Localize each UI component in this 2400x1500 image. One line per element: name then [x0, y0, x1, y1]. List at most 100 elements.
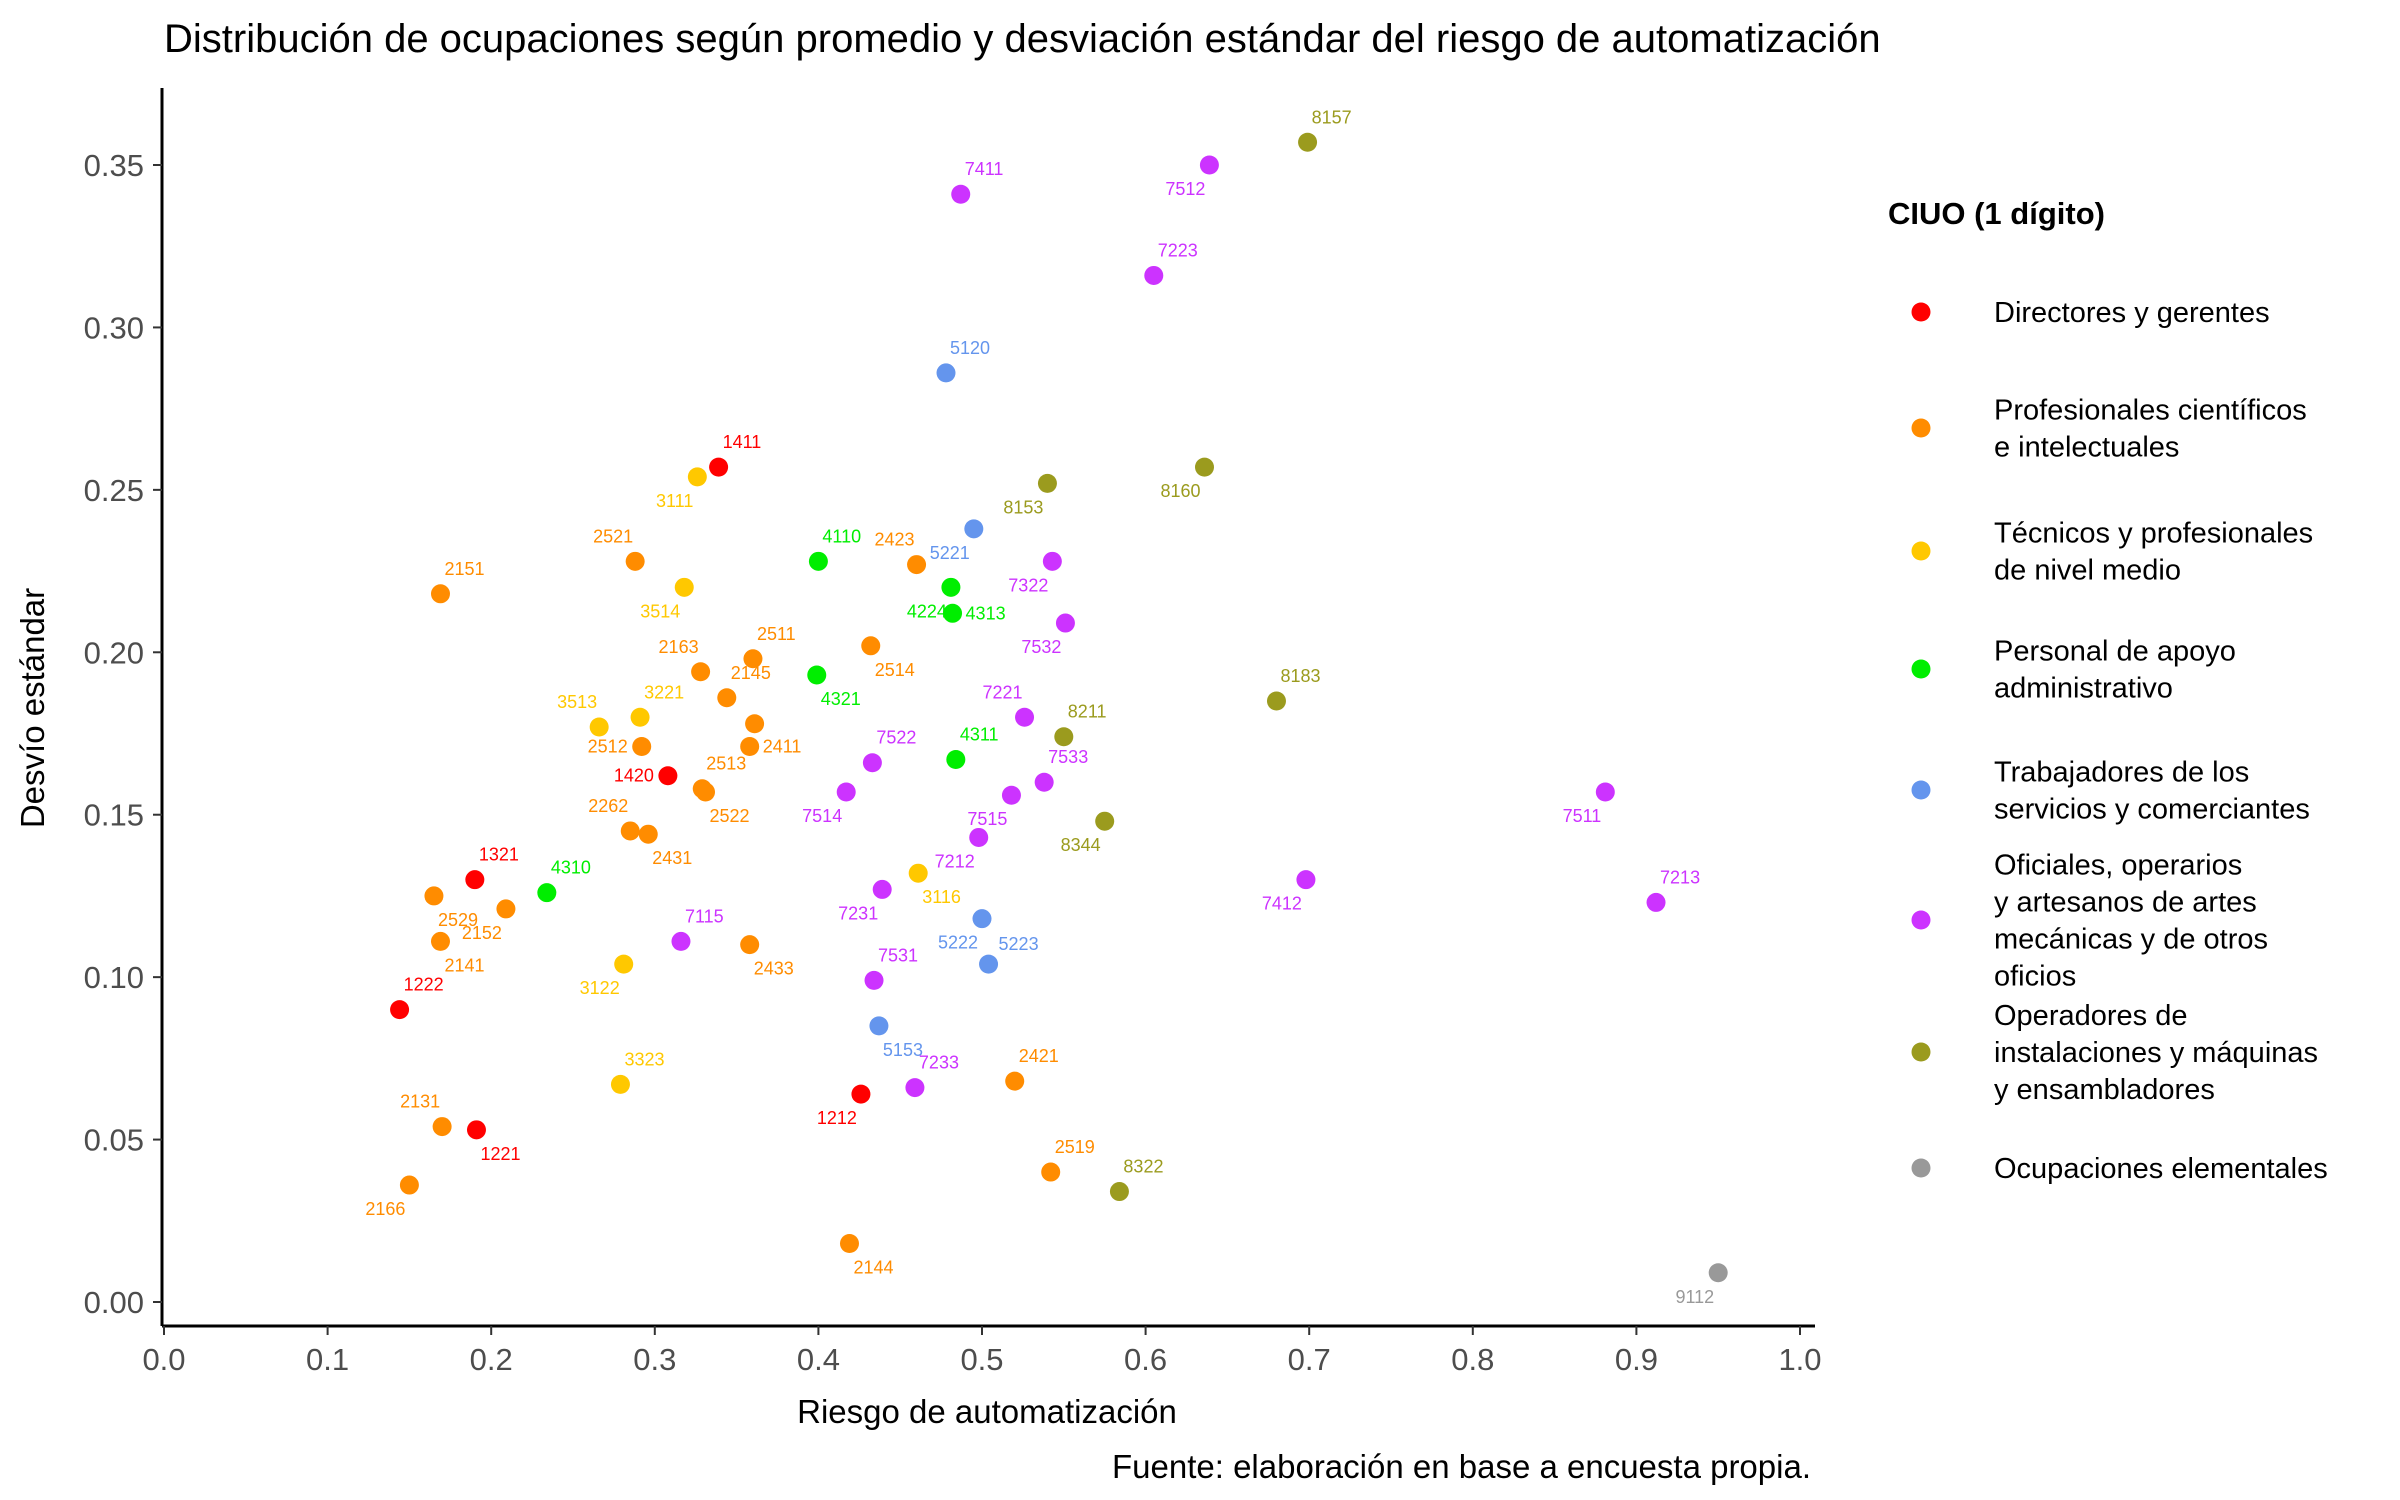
data-point — [696, 782, 716, 802]
point-label: 4310 — [551, 858, 591, 878]
data-point — [972, 909, 992, 929]
x-tick-label: 0.7 — [1288, 1342, 1331, 1377]
point-label: 7531 — [878, 945, 918, 965]
data-point — [674, 577, 694, 597]
data-point — [808, 551, 828, 571]
point-label: 1411 — [723, 432, 762, 452]
data-point — [861, 636, 881, 656]
data-point — [941, 577, 961, 597]
data-point — [630, 707, 650, 727]
point-label: 2131 — [400, 1092, 440, 1112]
point-label: 2521 — [593, 526, 633, 546]
data-point — [658, 766, 678, 786]
point-label: 1420 — [614, 766, 654, 786]
legend-label: Trabajadores de los servicios y comercian… — [1994, 757, 2310, 826]
data-point — [610, 1074, 630, 1094]
data-point — [851, 1084, 871, 1104]
data-point — [743, 649, 763, 669]
axes: 0.0 0.1 0.2 0.3 0.4 0.5 0.6 0.7 0.8 0.9 1.0 0.00 0.0… — [84, 88, 1822, 1377]
x-tick-label: 0.1 — [306, 1342, 349, 1377]
point-label: 3513 — [557, 692, 597, 712]
x-tick-label: 0.3 — [633, 1342, 676, 1377]
data-point — [943, 603, 963, 623]
y-tick-label: 0.35 — [84, 148, 144, 183]
point-label: 7515 — [967, 809, 1007, 829]
legend-key — [1911, 418, 1931, 438]
x-tick-label: 0.9 — [1615, 1342, 1658, 1377]
data-point — [908, 863, 928, 883]
point-label: 7223 — [1158, 240, 1198, 260]
legend-key — [1911, 659, 1931, 679]
point-label: 2511 — [757, 624, 796, 644]
data-point — [1015, 707, 1035, 727]
data-point — [620, 821, 640, 841]
legend-key — [1911, 910, 1931, 930]
y-tick-label: 0.10 — [84, 960, 144, 995]
x-tick-label: 0.0 — [142, 1342, 185, 1377]
point-label: 7412 — [1262, 894, 1302, 914]
point-label: 1321 — [479, 845, 519, 865]
legend-key — [1911, 302, 1931, 322]
legend-label: Oficiales, operarios y artesanos de artes… — [1994, 850, 2268, 993]
point-label: 7213 — [1660, 867, 1700, 887]
data-point — [946, 749, 966, 769]
data-point — [1296, 870, 1316, 890]
point-label: 7212 — [935, 851, 975, 871]
data-point — [979, 954, 999, 974]
point-label: 2151 — [444, 559, 484, 579]
data-point — [424, 886, 444, 906]
data-point — [951, 184, 971, 204]
data-point — [1041, 1162, 1061, 1182]
data-point — [1199, 155, 1219, 175]
point-label: 2529 — [438, 910, 478, 930]
data-point — [638, 824, 658, 844]
legend-key — [1911, 541, 1931, 561]
y-tick-label: 0.00 — [84, 1285, 144, 1320]
point-label: 7233 — [919, 1053, 959, 1073]
data-point — [964, 519, 984, 539]
point-label: 2514 — [875, 660, 915, 680]
x-tick-label: 0.8 — [1451, 1342, 1494, 1377]
point-label: 5223 — [999, 934, 1039, 954]
point-label: 4321 — [821, 689, 861, 709]
legend: CIUO (1 dígito) Directores y gerentes Pro… — [1888, 196, 2328, 1185]
y-tick-label: 0.15 — [84, 798, 144, 833]
data-point — [691, 662, 711, 682]
data-point — [1595, 782, 1615, 802]
legend-key — [1911, 1158, 1931, 1178]
x-tick-label: 1.0 — [1778, 1342, 1821, 1377]
data-point — [1095, 811, 1115, 831]
data-point — [1298, 132, 1318, 152]
data-point — [969, 827, 989, 847]
point-label: 3323 — [624, 1049, 664, 1069]
point-label: 2144 — [853, 1258, 893, 1278]
data-point — [1054, 727, 1074, 747]
data-point — [399, 1175, 419, 1195]
point-label: 9112 — [1675, 1287, 1714, 1307]
data-point — [1266, 691, 1286, 711]
point-label: 7512 — [1165, 179, 1205, 199]
point-label: 2433 — [754, 959, 794, 979]
data-point — [905, 1078, 925, 1098]
data-point — [907, 555, 927, 575]
point-label: 2262 — [588, 796, 628, 816]
point-label: 2513 — [706, 754, 746, 774]
data-point — [1042, 551, 1062, 571]
data-point — [745, 714, 765, 734]
data-point — [1646, 892, 1666, 912]
legend-label: Ocupaciones elementales — [1994, 1153, 2328, 1185]
data-point — [709, 457, 729, 477]
data-point — [862, 753, 882, 773]
source-caption: Fuente: elaboración en base a encuesta p… — [1112, 1448, 1811, 1485]
point-label: 8211 — [1068, 702, 1107, 722]
point-label: 4311 — [960, 724, 999, 744]
point-label: 3111 — [656, 491, 693, 511]
data-point — [430, 584, 450, 604]
point-label: 8183 — [1280, 666, 1320, 686]
data-point — [740, 935, 760, 955]
point-label: 2519 — [1055, 1137, 1095, 1157]
x-tick-label: 0.5 — [960, 1342, 1003, 1377]
point-label: 7322 — [1008, 575, 1048, 595]
point-label: 2166 — [365, 1199, 405, 1219]
legend-label: Técnicos y profesionales de nivel medio — [1994, 518, 2313, 587]
